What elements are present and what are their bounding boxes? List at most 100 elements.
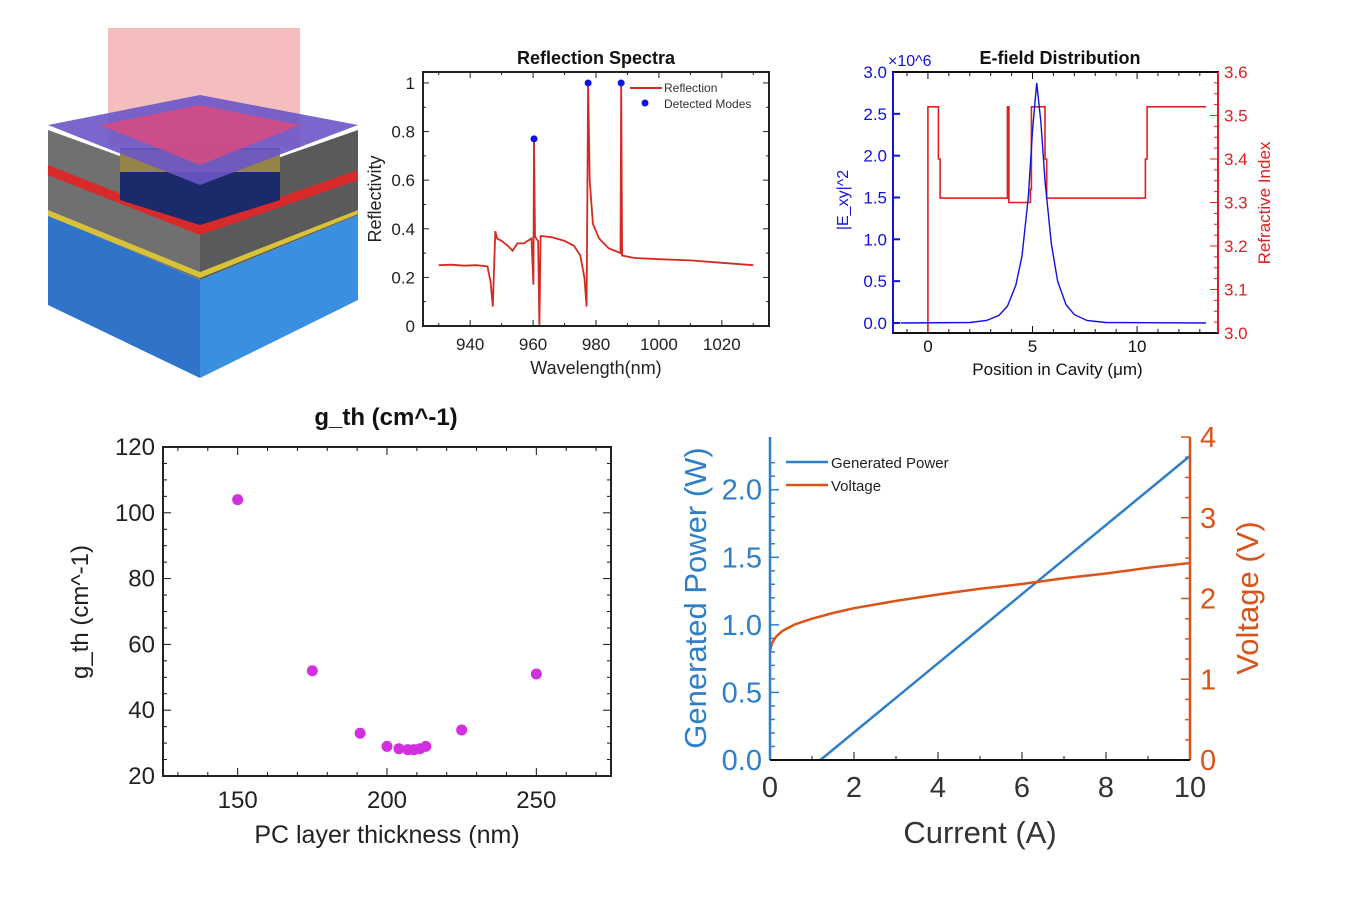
y-tick-label: 1	[406, 74, 415, 93]
x-tick-label: 6	[1014, 772, 1030, 804]
y-tick-label: 1.5	[722, 542, 762, 574]
efield-line	[900, 82, 1207, 324]
data-point	[420, 740, 432, 752]
y-right-tick-label: 4	[1200, 422, 1216, 454]
y-tick-label: 0.0	[863, 314, 887, 333]
y-axis-label: Generated Power (W)	[678, 447, 713, 749]
chart-title: Reflection Spectra	[517, 48, 676, 68]
y-tick-label: 20	[128, 763, 155, 790]
detected-mode-point	[617, 79, 625, 87]
y-right-tick-label: 3.0	[1224, 324, 1248, 343]
plot-frame	[422, 71, 770, 327]
data-point	[354, 727, 366, 739]
y-right-tick-label: 3.3	[1224, 194, 1248, 213]
y-right-tick-label: 3.4	[1224, 150, 1248, 169]
detected-mode-point	[530, 135, 538, 143]
y-multiplier: ×10^6	[888, 53, 932, 70]
power-line	[819, 454, 1191, 761]
x-tick-label: 980	[582, 335, 610, 354]
y-tick-label: 1.5	[863, 188, 887, 207]
x-axis-label: Wavelength(nm)	[530, 358, 661, 378]
legend-label-modes: Detected Modes	[664, 97, 751, 111]
legend-label-reflection: Reflection	[664, 81, 717, 95]
plot-frame	[162, 446, 612, 777]
efield-distribution-chart: 0 5 10 0.0 0.5 1.0 1.5 2.0 2.5 3.0 3.0 3.1 3.2 3.3 3.4…	[835, 48, 1274, 379]
x-tick-label: 8	[1098, 772, 1114, 804]
x-tick-label: 200	[367, 787, 407, 814]
x-tick-label: 5	[1028, 337, 1037, 356]
x-tick-label: 150	[218, 787, 258, 814]
legend-marker-modes	[641, 99, 649, 107]
x-tick-label: 1000	[640, 335, 678, 354]
y-tick-label: 1.0	[722, 610, 762, 642]
y-right-tick-label: 3.6	[1224, 63, 1248, 82]
chart-title: E-field Distribution	[980, 48, 1141, 68]
y-tick-label: 0.0	[722, 745, 762, 777]
y-tick-label: 120	[115, 434, 155, 461]
x-tick-label: 10	[1128, 337, 1147, 356]
gth-scatter-chart: 150 200 250 20 40 60 80 100 120 g_th (cm^-1) PC la…	[67, 404, 612, 849]
power-voltage-chart: 0 2 4 6 8 10 0.0 0.5 1.0 1.5 2.0 0 1 2 3 4 Generated Pow…	[678, 422, 1265, 850]
top-emission	[100, 105, 300, 165]
y-tick-label: 0.2	[391, 268, 415, 287]
data-point	[232, 494, 244, 506]
y-tick-label: 1.0	[863, 230, 887, 249]
reflection-spectra-chart: 940 960 980 1000 1020 0 0.2 0.4 0.6 0.8 1 Reflectio…	[365, 48, 770, 378]
x-tick-label: 1020	[703, 335, 741, 354]
legend-label-voltage: Voltage	[831, 478, 881, 495]
y-tick-label: 3.0	[863, 63, 887, 82]
y-right-tick-label: 3	[1200, 503, 1216, 535]
data-point	[456, 724, 468, 736]
reflection-line	[438, 82, 754, 327]
y-axis-label: g_th (cm^-1)	[67, 545, 94, 679]
x-tick-label: 250	[516, 787, 556, 814]
data-point	[530, 668, 542, 680]
detected-mode-point	[584, 79, 592, 87]
substrate-left	[48, 215, 200, 378]
y-right-tick-label: 3.1	[1224, 281, 1248, 300]
x-tick-label: 0	[762, 772, 778, 804]
refractive-index-line	[900, 106, 1207, 334]
y-right-axis-label: Voltage (V)	[1230, 521, 1265, 674]
x-axis-label: Position in Cavity (μm)	[972, 360, 1142, 379]
active-layer	[48, 165, 358, 235]
y-tick-label: 0.5	[863, 272, 887, 291]
y-right-tick-label: 2	[1200, 584, 1216, 616]
data-point	[306, 665, 318, 677]
x-tick-label: 960	[519, 335, 547, 354]
y-right-tick-label: 0	[1200, 745, 1216, 777]
x-tick-label: 0	[923, 337, 932, 356]
y-tick-label: 80	[128, 566, 155, 593]
y-tick-label: 0.8	[391, 123, 415, 142]
y-tick-label: 2.5	[863, 105, 887, 124]
y-axis-label: Reflectivity	[365, 155, 385, 242]
x-axis-label: Current (A)	[903, 815, 1056, 850]
y-tick-label: 0.6	[391, 171, 415, 190]
y-right-tick-label: 3.2	[1224, 237, 1248, 256]
y-tick-label: 100	[115, 500, 155, 527]
x-tick-label: 4	[930, 772, 946, 804]
y-tick-label: 60	[128, 631, 155, 658]
y-tick-label: 40	[128, 697, 155, 724]
y-right-tick-label: 3.5	[1224, 107, 1248, 126]
y-right-tick-label: 1	[1200, 664, 1216, 696]
y-tick-label: 0	[406, 317, 415, 336]
y-axis-label: |E_xy|^2	[835, 170, 852, 230]
y-tick-label: 2.0	[722, 475, 762, 507]
x-tick-label: 940	[456, 335, 484, 354]
x-tick-label: 10	[1174, 772, 1206, 804]
data-point	[393, 743, 405, 755]
y-tick-label: 2.0	[863, 147, 887, 166]
y-right-axis-label: Refractive Index	[1255, 141, 1274, 264]
x-axis-label: PC layer thickness (nm)	[254, 821, 519, 849]
data-point	[381, 740, 393, 752]
plot-frame	[892, 71, 1219, 334]
x-tick-label: 2	[846, 772, 862, 804]
device-illustration	[48, 28, 358, 378]
y-tick-label: 0.4	[391, 220, 415, 239]
substrate-right	[200, 215, 358, 378]
voltage-line	[768, 561, 1191, 652]
chart-title: g_th (cm^-1)	[314, 404, 457, 431]
legend-label-power: Generated Power	[831, 455, 949, 472]
